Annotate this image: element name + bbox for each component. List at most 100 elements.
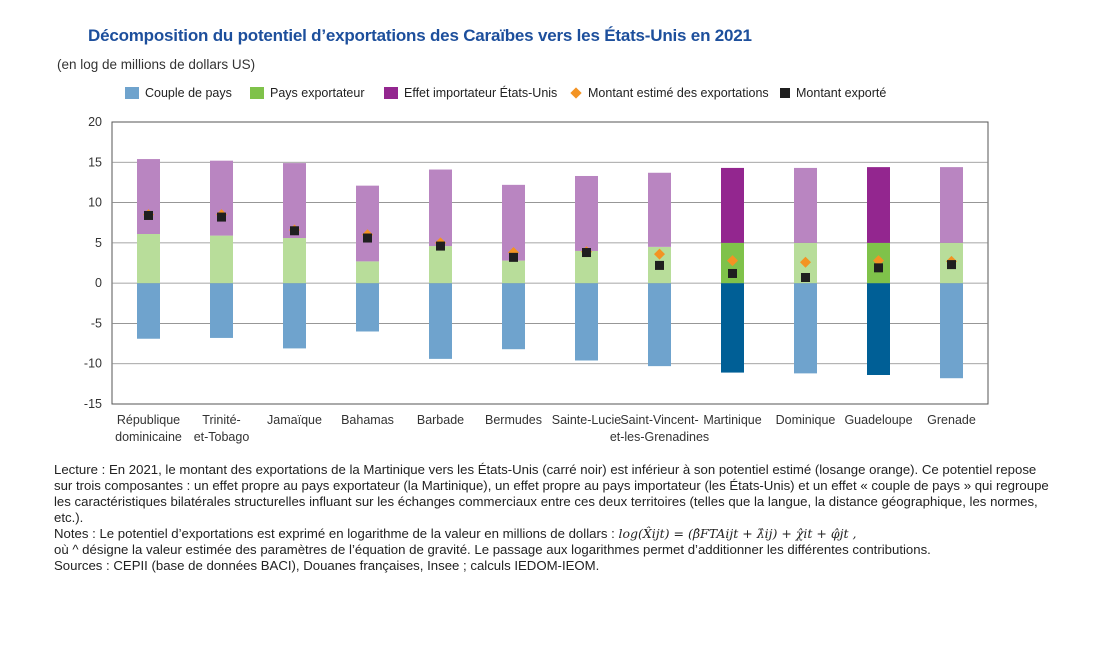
x-tick-label: Barbade [417, 413, 464, 427]
y-tick-label: 10 [88, 196, 102, 210]
legend-label-exporte: Montant exporté [796, 86, 887, 100]
legend-item-importateur: Effet importateur États-Unis [384, 86, 557, 100]
x-tick-label: Jamaïque [267, 413, 322, 427]
legend-item-exportateur: Pays exportateur [250, 86, 365, 100]
x-tick-label: et-Tobago [194, 430, 250, 444]
chart-title: Décomposition du potentiel d’exportation… [88, 26, 752, 45]
bar-segment-importateur [867, 167, 890, 243]
chart-area: 20 15 10 5 0 -5 -10 -15 République dominicaine Tr… [84, 115, 989, 444]
legend-swatch-couple [125, 87, 139, 99]
notes-text: Notes : Le potentiel d’exportations est … [54, 526, 1054, 542]
notes-rest: où ^ désigne la valeur estimée des param… [54, 542, 931, 557]
estimated-marker [873, 255, 884, 267]
plot-frame [111, 121, 989, 405]
gridlines [112, 161, 988, 365]
x-axis-labels: République dominicaine Trinité-et-Tobago Ja… [115, 413, 976, 444]
lecture-text: Lecture : En 2021, le montant des export… [54, 462, 1049, 525]
exported-marker [436, 241, 445, 251]
x-tick-label: Bermudes [485, 413, 542, 427]
legend-item-exporte: Montant exporté [780, 86, 886, 100]
exported-marker [217, 212, 226, 222]
exported-marker [801, 273, 810, 283]
bar-segment-couple [283, 283, 306, 349]
bar-segment-exportateur [210, 235, 233, 284]
x-tick-label: République [117, 413, 180, 427]
exported-marker [144, 210, 153, 220]
legend-square-exporte [780, 88, 790, 98]
exported-marker [655, 260, 664, 270]
bar-segment-importateur [721, 167, 744, 243]
bar-segment-importateur [356, 185, 379, 262]
bars [137, 159, 963, 379]
bar-segment-couple [940, 283, 963, 379]
legend-swatch-importateur [384, 87, 398, 99]
markers [143, 209, 957, 283]
legend-label-couple: Couple de pays [145, 86, 232, 100]
bar-segment-couple [210, 283, 233, 338]
bar-segment-couple [356, 283, 379, 332]
notes-block: Lecture : En 2021, le montant des export… [54, 462, 1054, 574]
bar-segment-couple [137, 283, 160, 339]
x-tick-label: Sainte-Lucie [552, 413, 622, 427]
exported-marker [874, 263, 883, 273]
bar-segment-exportateur [283, 238, 306, 284]
chart-subtitle: (en log de millions de dollars US) [57, 57, 256, 72]
y-tick-label: 5 [95, 236, 102, 250]
bar-segment-exportateur [356, 261, 379, 284]
bar-segment-importateur [283, 163, 306, 239]
estimated-marker [800, 256, 811, 268]
bar-segment-importateur [648, 172, 671, 247]
notes-prefix: Notes : Le potentiel d’exportations est … [54, 526, 615, 541]
legend-item-estime: Montant estimé des exportations [570, 86, 769, 100]
exported-marker [290, 226, 299, 236]
x-tick-label: Guadeloupe [844, 413, 912, 427]
legend-label-importateur: Effet importateur États-Unis [404, 86, 558, 100]
bar-segment-importateur [502, 184, 525, 261]
legend-label-exportateur: Pays exportateur [270, 86, 365, 100]
exported-marker [947, 260, 956, 270]
bar-segment-couple [575, 283, 598, 361]
bar-segment-couple [794, 283, 817, 374]
exported-marker [509, 252, 518, 262]
exported-marker [363, 233, 372, 243]
sources-text: Sources : CEPII (base de données BACI), … [54, 558, 600, 573]
exported-marker [728, 268, 737, 278]
gravity-formula: log(X̂ijt) = (β̂FTAijt + λ̂ij) + χ̂it + … [618, 526, 857, 541]
bar-segment-exportateur [502, 260, 525, 284]
bar-segment-importateur [210, 160, 233, 236]
x-tick-label: Saint-Vincent- [620, 413, 698, 427]
bar-segment-exportateur [575, 250, 598, 284]
x-tick-label: Dominique [776, 413, 836, 427]
y-tick-label: -5 [91, 316, 102, 330]
bar-segment-couple [867, 283, 890, 375]
exported-marker [582, 248, 591, 258]
x-tick-label: Bahamas [341, 413, 394, 427]
y-tick-label: -10 [84, 357, 102, 371]
x-tick-label: dominicaine [115, 430, 182, 444]
legend-item-couple: Couple de pays [125, 86, 232, 100]
bar-segment-couple [429, 283, 452, 359]
estimated-marker [654, 248, 665, 260]
bar-segment-exportateur [137, 233, 160, 284]
bar-segment-couple [502, 283, 525, 350]
bar-segment-importateur [575, 175, 598, 251]
y-axis-ticks: 20 15 10 5 0 -5 -10 -15 [84, 115, 102, 411]
bar-segment-importateur [137, 159, 160, 234]
x-tick-label: Martinique [703, 413, 761, 427]
x-tick-label: Trinité- [202, 413, 240, 427]
legend-swatch-exportateur [250, 87, 264, 99]
bar-segment-couple [721, 283, 744, 373]
y-tick-label: 0 [95, 276, 102, 290]
x-tick-label: Grenade [927, 413, 976, 427]
bar-segment-couple [648, 283, 671, 367]
y-tick-label: 20 [88, 115, 102, 129]
bar-segment-importateur [940, 167, 963, 243]
estimated-marker [727, 255, 738, 267]
x-tick-label: et-les-Grenadines [610, 430, 709, 444]
bar-segment-exportateur [429, 246, 452, 284]
legend-label-estime: Montant estimé des exportations [588, 86, 769, 100]
bar-segment-importateur [429, 169, 452, 247]
y-tick-label: -15 [84, 397, 102, 411]
y-tick-label: 15 [88, 155, 102, 169]
estimated-marker [508, 247, 519, 259]
